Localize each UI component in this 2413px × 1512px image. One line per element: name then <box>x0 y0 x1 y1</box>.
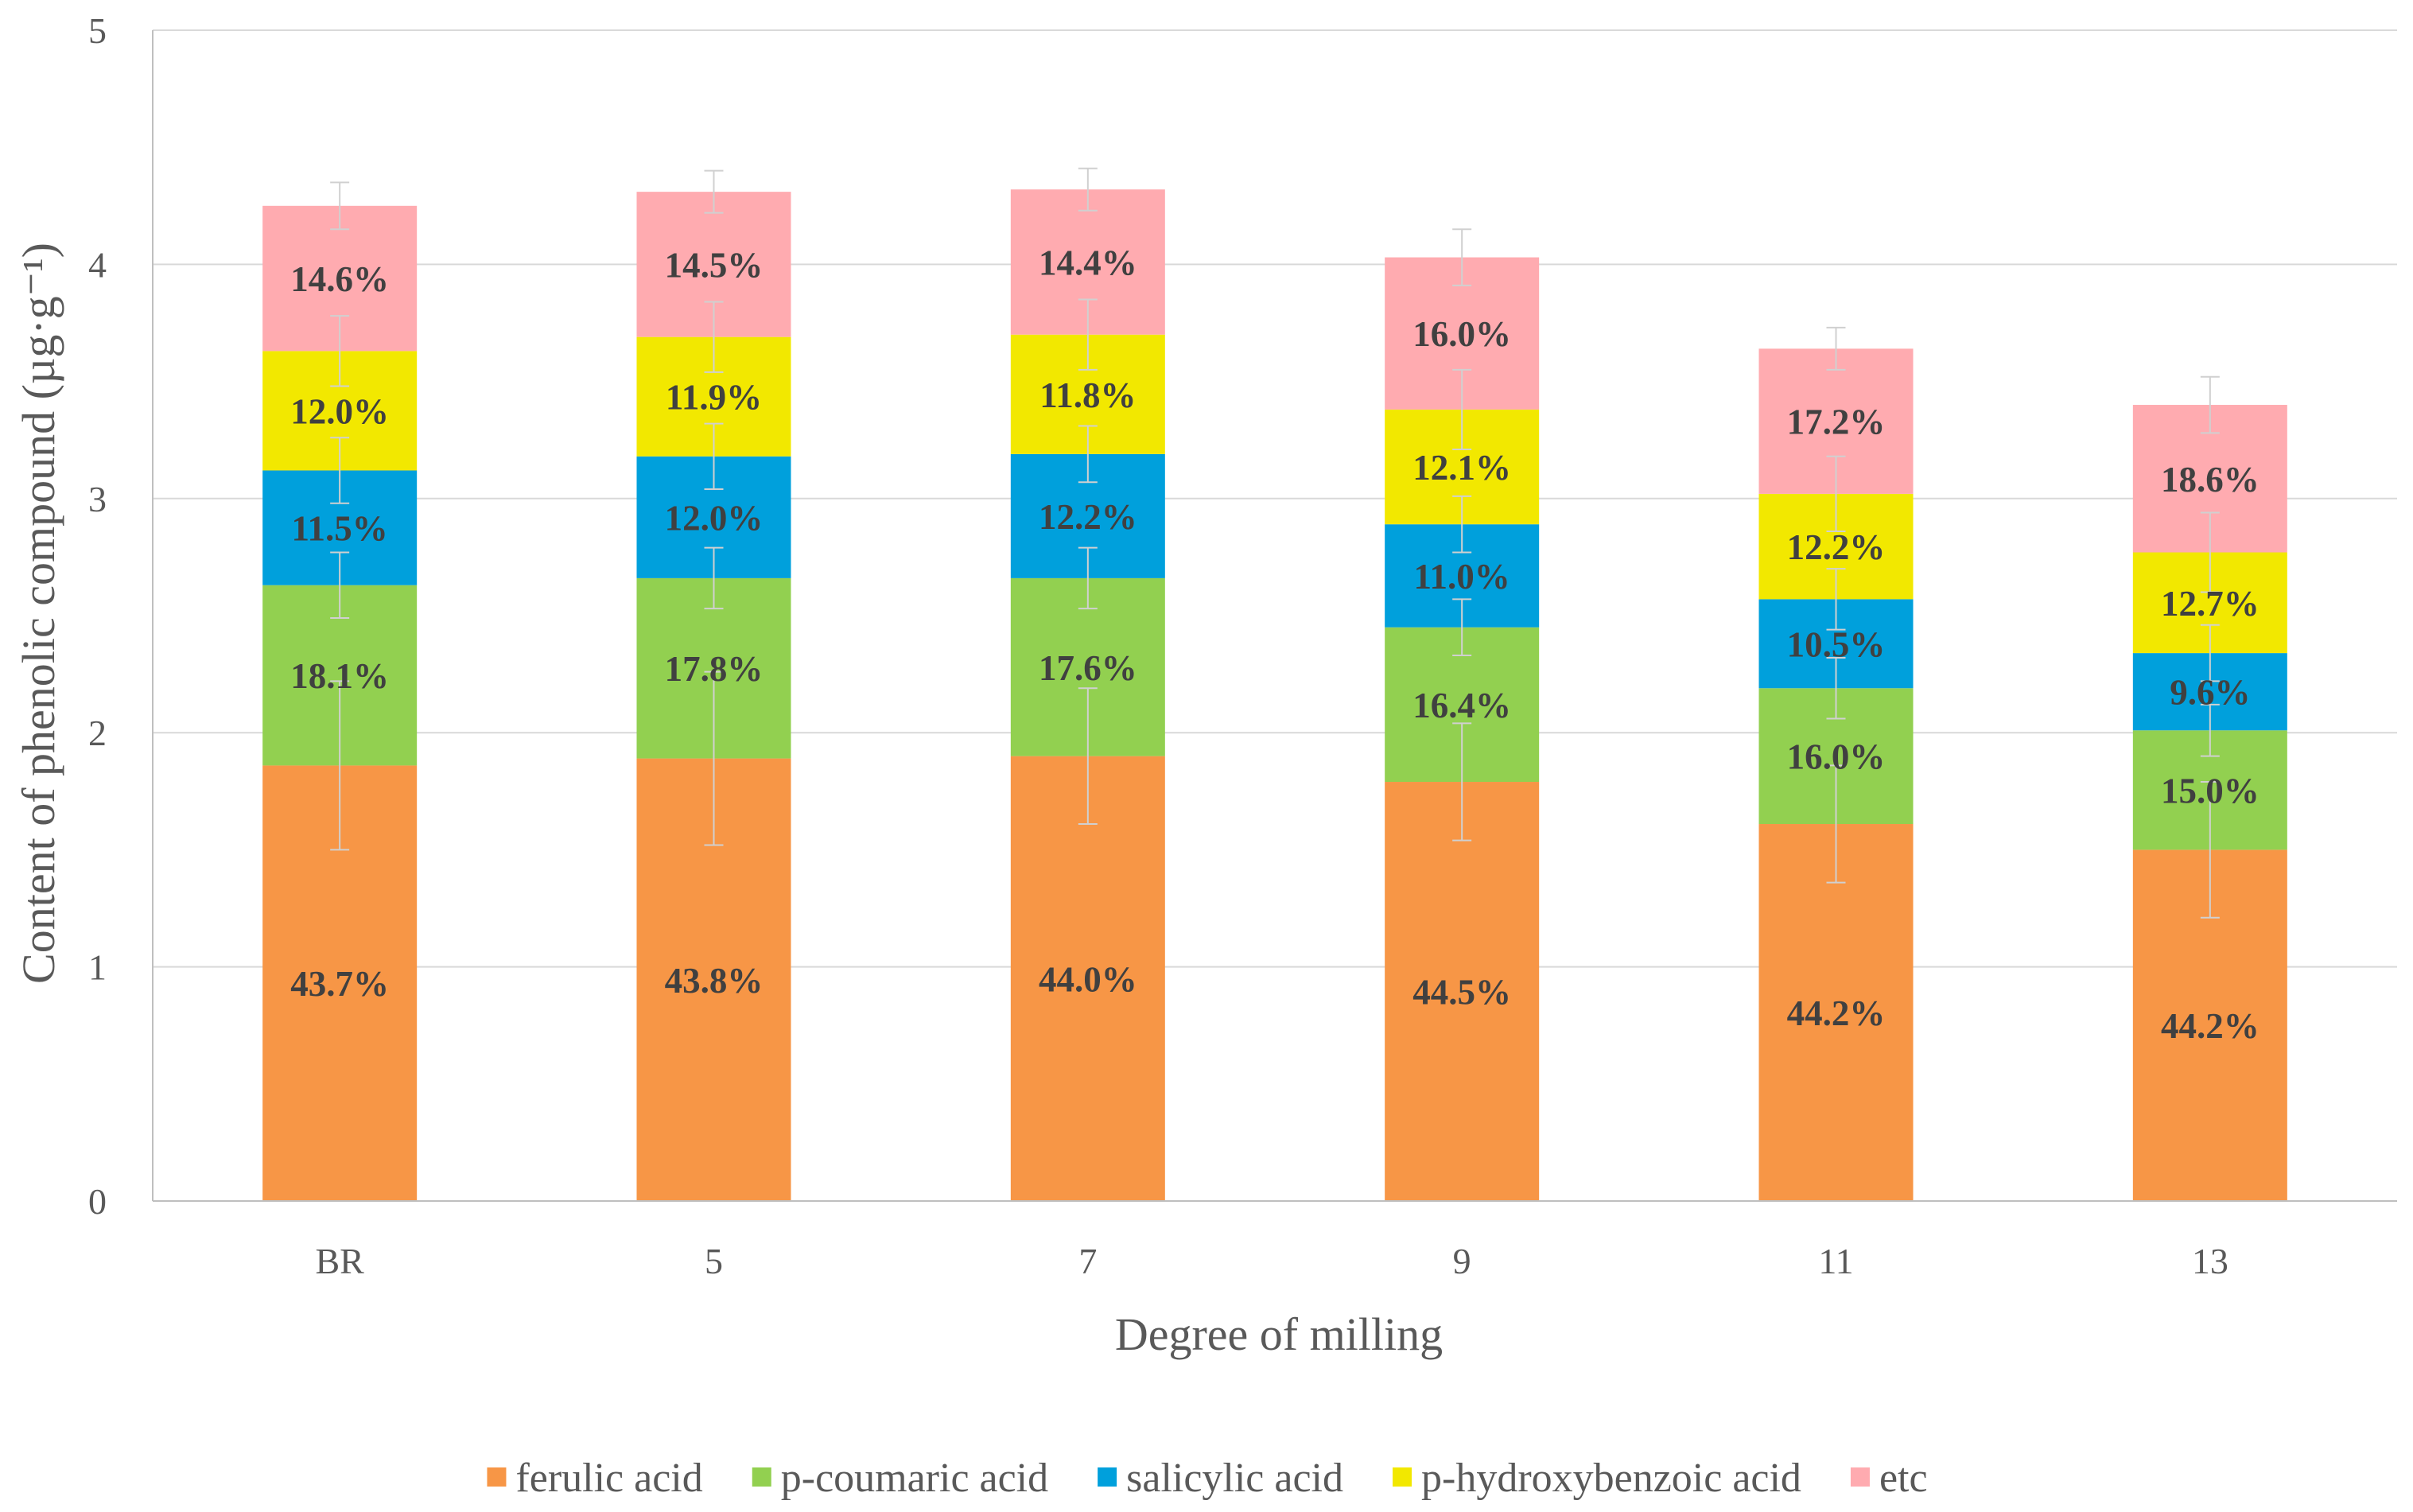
segment-data-label: 18.6% <box>2161 460 2260 499</box>
segment-data-label: 16.4% <box>1412 686 1511 725</box>
segment-data-label: 18.1% <box>290 656 389 696</box>
y-tick-label: 2 <box>88 713 107 753</box>
segment-data-label: 12.2% <box>1787 527 1886 567</box>
segment-data-label: 11.5% <box>292 509 388 549</box>
legend-swatch <box>1850 1467 1870 1487</box>
segment-data-label: 9.6% <box>2170 673 2250 713</box>
segment-data-label: 11.9% <box>666 378 762 418</box>
x-tick-label: 11 <box>1818 1241 1853 1281</box>
segment-data-label: 14.5% <box>665 245 764 285</box>
x-tick-label: 9 <box>1453 1241 1471 1281</box>
segment-data-label: 17.2% <box>1787 402 1886 442</box>
legend: ferulic acid p-coumaric acid salicylic aci… <box>487 1456 1928 1501</box>
legend-swatch <box>752 1467 771 1487</box>
legend-label: salicylic acid <box>1126 1456 1343 1501</box>
segment-data-label: 44.2% <box>1787 993 1886 1033</box>
y-axis-title: Content of phenolic compound (µg·g⁻¹) <box>13 243 64 984</box>
segment-data-label: 12.1% <box>1412 448 1511 488</box>
x-axis-title: Degree of milling <box>1115 1308 1443 1360</box>
bars <box>262 189 2287 1201</box>
segment-data-label: 14.6% <box>290 259 389 299</box>
y-tick-label: 5 <box>88 10 107 51</box>
bar-segment-ferulic-acid <box>1758 824 1914 1201</box>
segment-data-label: 44.2% <box>2161 1006 2260 1046</box>
segment-data-label: 11.0% <box>1414 557 1510 597</box>
segment-data-label: 12.7% <box>2161 584 2260 624</box>
bar-segment-ferulic-acid <box>1010 756 1165 1201</box>
legend-item: p-coumaric acid <box>752 1456 1048 1501</box>
segment-data-label: 43.8% <box>665 961 764 1001</box>
segment-data-label: 44.0% <box>1039 959 1137 999</box>
legend-label: ferulic acid <box>515 1456 702 1501</box>
segment-data-label: 44.5% <box>1412 973 1511 1013</box>
axes: 0 1 2 3 4 5 BR 5 7 9 11 13 <box>88 10 2397 1281</box>
x-tick-label: 13 <box>2192 1241 2228 1281</box>
segment-data-label: 15.0% <box>2161 771 2260 810</box>
legend-swatch <box>1098 1467 1117 1487</box>
legend-item: p-hydroxybenzoic acid <box>1393 1456 1801 1501</box>
segment-data-label: 14.4% <box>1039 243 1137 282</box>
legend-swatch <box>487 1467 507 1487</box>
x-tick-label: 7 <box>1078 1241 1097 1281</box>
y-tick-label: 4 <box>88 244 107 285</box>
x-tick-label: 5 <box>705 1241 723 1281</box>
error-bars <box>330 167 2220 919</box>
segment-data-label: 11.8% <box>1039 375 1136 415</box>
y-tick-label: 1 <box>88 947 107 988</box>
segment-data-label: 12.2% <box>1039 497 1137 537</box>
y-tick-label: 0 <box>88 1181 107 1222</box>
segment-data-label: 16.0% <box>1787 737 1886 777</box>
segment-data-label: 12.0% <box>665 498 764 538</box>
legend-label: p-coumaric acid <box>781 1456 1048 1501</box>
legend-item: salicylic acid <box>1098 1456 1343 1501</box>
bar-segment-ferulic-acid <box>1385 782 1540 1201</box>
legend-swatch <box>1393 1467 1412 1487</box>
gridlines <box>153 29 2397 968</box>
legend-item: etc <box>1850 1456 1928 1501</box>
segment-data-label: 43.7% <box>290 964 389 1004</box>
segment-data-label: 17.8% <box>665 649 764 689</box>
segment-data-label: 10.5% <box>1787 624 1886 664</box>
segment-data-label: 17.6% <box>1039 648 1137 688</box>
segment-data-label: 16.0% <box>1412 314 1511 354</box>
legend-label: p-hydroxybenzoic acid <box>1421 1456 1801 1501</box>
x-tick-label: BR <box>315 1241 364 1281</box>
segment-data-label: 12.0% <box>290 391 389 431</box>
y-tick-label: 3 <box>88 479 107 519</box>
segment-labels: 43.7% 18.1% 11.5% 12.0% 14.6% 43.8% 17.8% 12.0%… <box>290 243 2259 1046</box>
legend-item: ferulic acid <box>487 1456 703 1501</box>
legend-label: etc <box>1879 1456 1928 1501</box>
